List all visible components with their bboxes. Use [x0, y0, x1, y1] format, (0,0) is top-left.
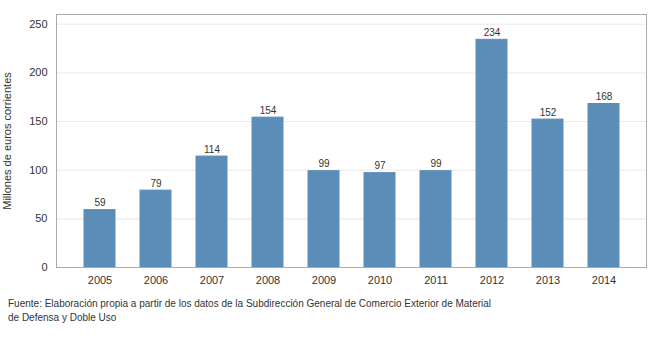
svg-text:250: 250 [29, 18, 47, 30]
svg-text:2010: 2010 [368, 274, 392, 286]
svg-text:50: 50 [35, 212, 47, 224]
svg-text:2007: 2007 [200, 274, 224, 286]
svg-text:200: 200 [29, 66, 47, 78]
svg-text:2012: 2012 [480, 274, 504, 286]
svg-text:97: 97 [374, 160, 386, 171]
html-text:Fuente: Elaboración propia a p: Fuente: Elaboración propia a partir de l… [8, 298, 491, 323]
svg-text:2006: 2006 [144, 274, 168, 286]
svg-text:99: 99 [430, 158, 442, 169]
svg-text:168: 168 [596, 91, 613, 102]
svg-text:114: 114 [204, 144, 220, 155]
svg-text:2014: 2014 [592, 274, 616, 286]
svg-text:234: 234 [484, 27, 501, 38]
svg-text:59: 59 [94, 197, 106, 208]
svg-text:2005: 2005 [88, 274, 112, 286]
svg-text:2011: 2011 [424, 274, 448, 286]
svg-text:152: 152 [540, 107, 557, 118]
svg-text:2009: 2009 [312, 274, 336, 286]
svg-text:2013: 2013 [536, 274, 560, 286]
svg-text:99: 99 [318, 158, 330, 169]
svg-text:2008: 2008 [256, 274, 280, 286]
svg-text:150: 150 [29, 115, 47, 127]
svg-text:79: 79 [150, 178, 162, 189]
svg-text:0: 0 [41, 261, 47, 273]
svg-text:Millones de euros corrientes: Millones de euros corrientes [1, 72, 13, 210]
svg-text:100: 100 [29, 164, 47, 176]
svg-text:154: 154 [260, 105, 277, 116]
